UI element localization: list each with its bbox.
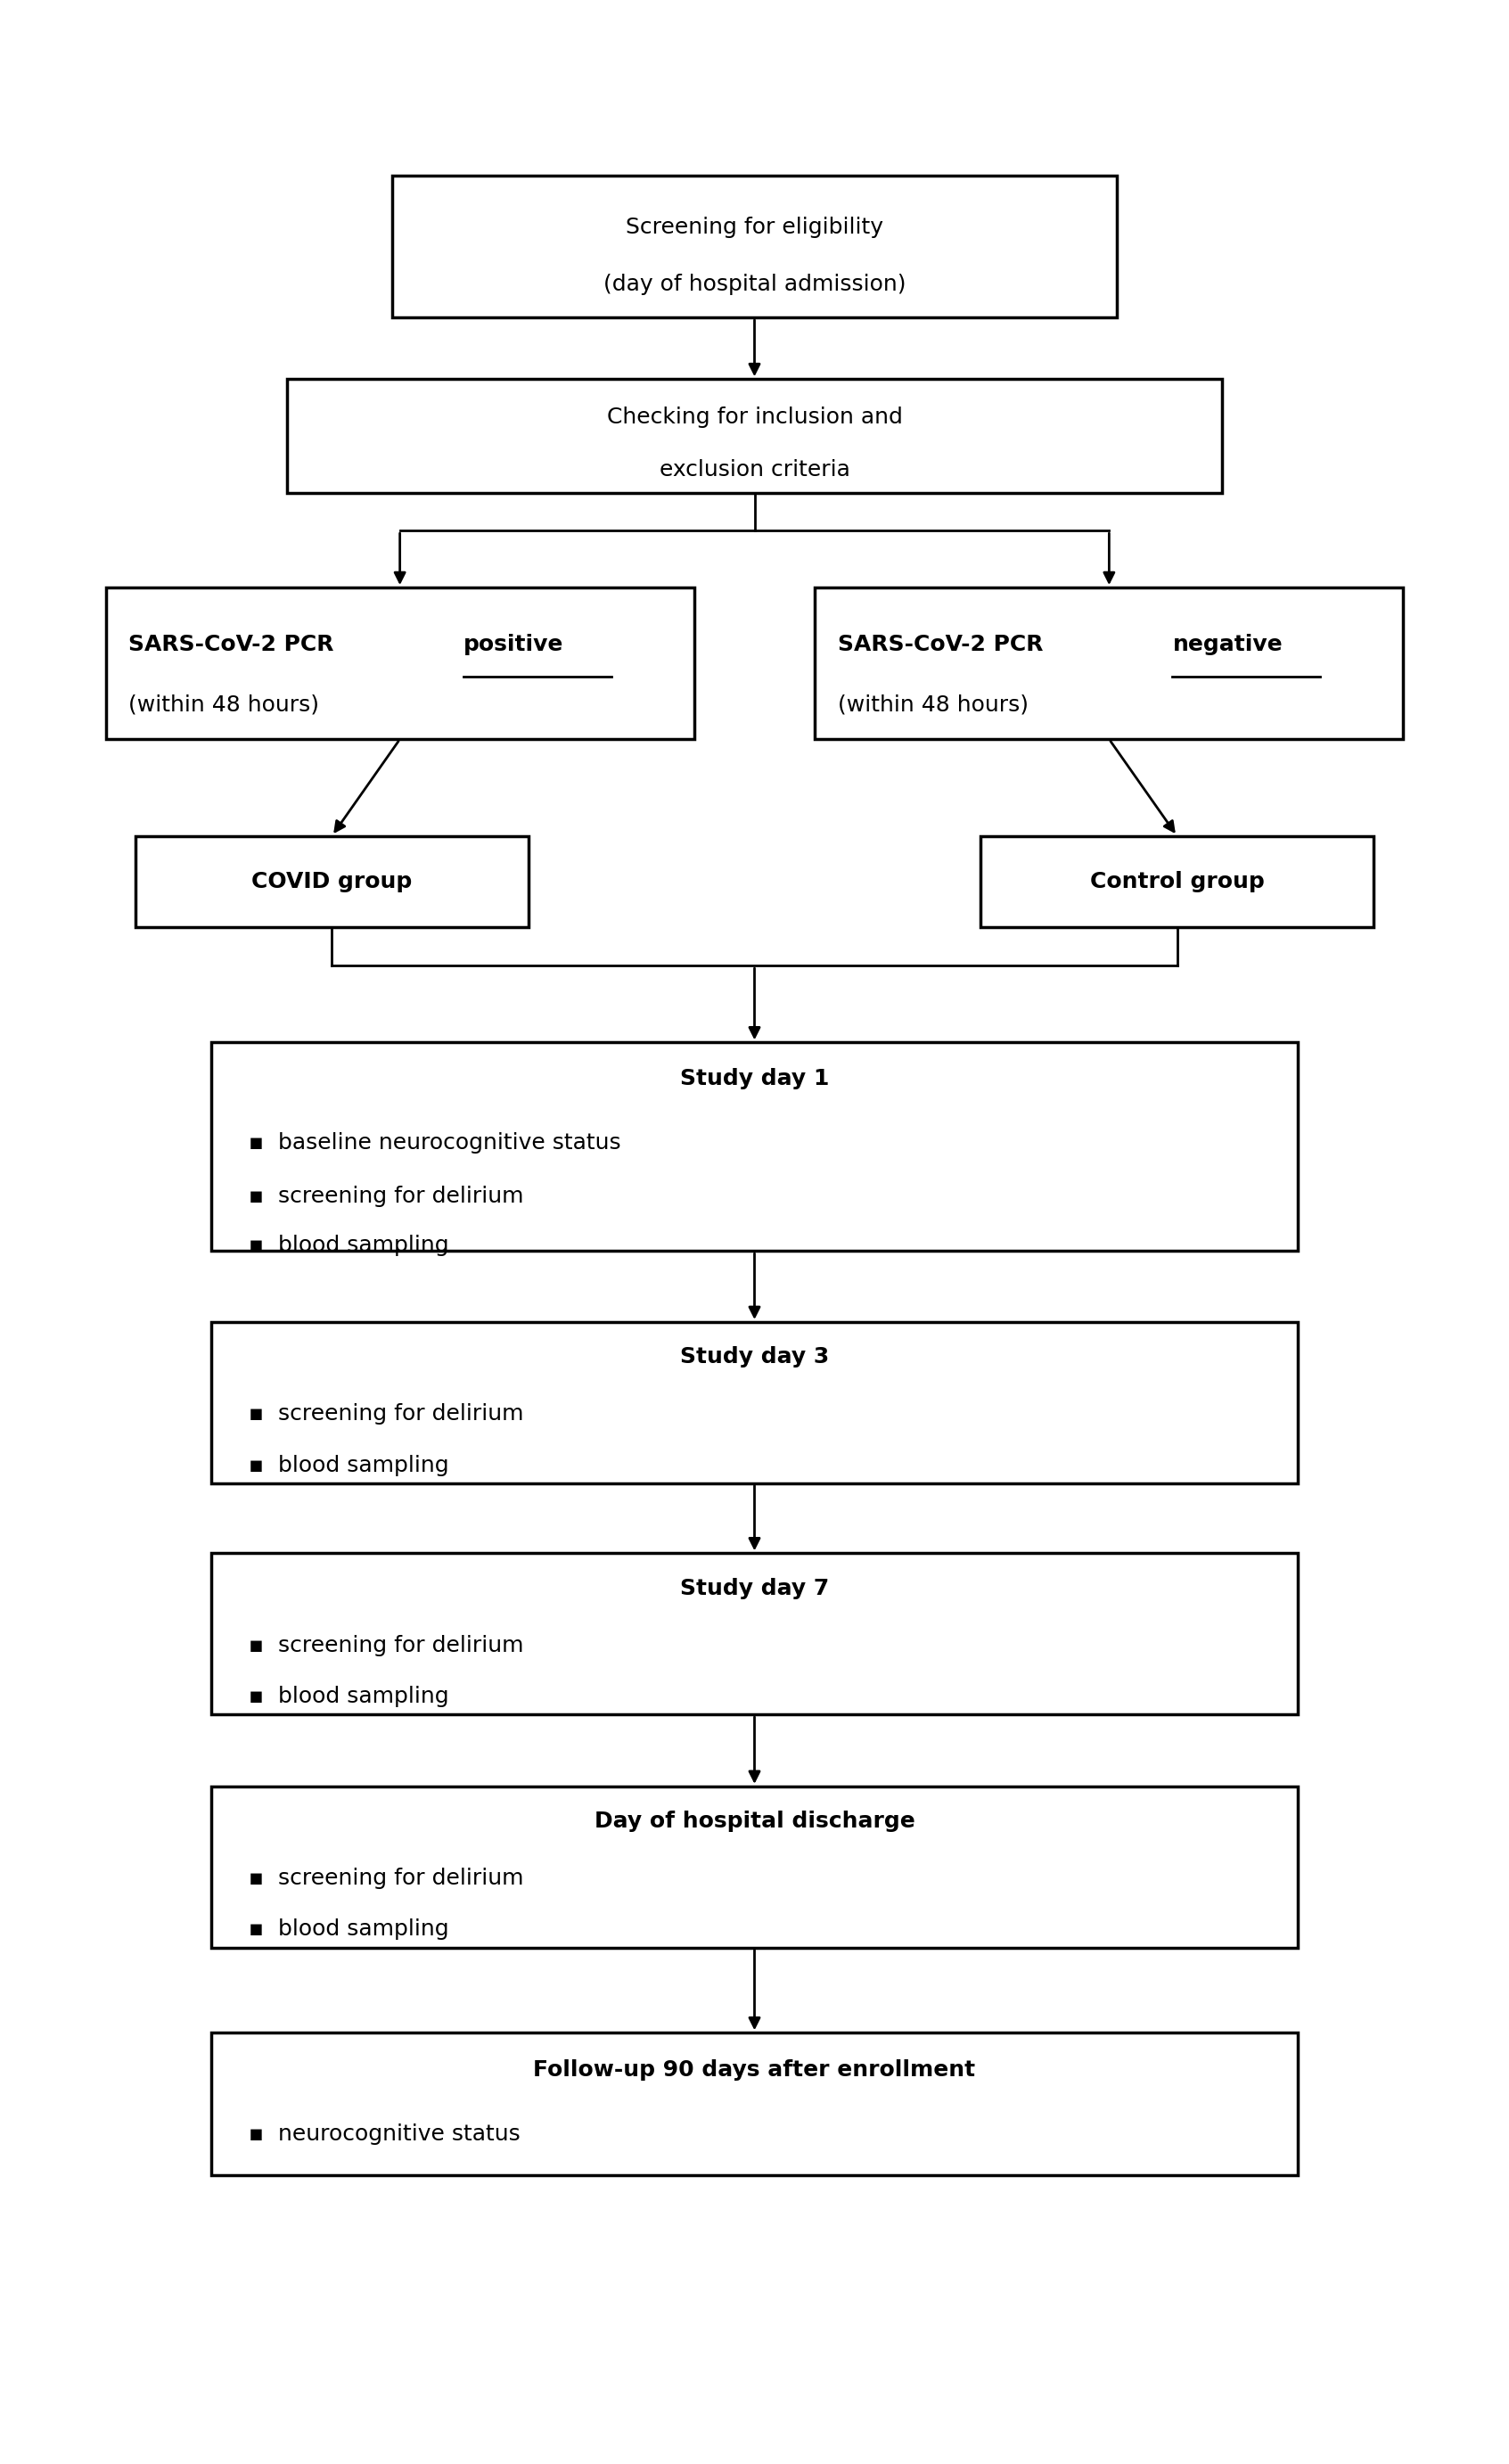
FancyBboxPatch shape: [815, 586, 1403, 739]
Text: ▪  blood sampling: ▪ blood sampling: [249, 1454, 450, 1476]
FancyBboxPatch shape: [211, 1786, 1298, 1947]
Text: exclusion criteria: exclusion criteria: [659, 458, 850, 480]
Text: ▪  blood sampling: ▪ blood sampling: [249, 1234, 450, 1257]
FancyBboxPatch shape: [211, 1552, 1298, 1715]
Text: ▪  neurocognitive status: ▪ neurocognitive status: [249, 2124, 521, 2144]
Text: ▪  screening for delirium: ▪ screening for delirium: [249, 1868, 524, 1890]
FancyBboxPatch shape: [211, 1042, 1298, 1252]
FancyBboxPatch shape: [287, 379, 1222, 493]
Text: Day of hospital discharge: Day of hospital discharge: [595, 1811, 914, 1833]
Text: (within 48 hours): (within 48 hours): [837, 695, 1028, 715]
FancyBboxPatch shape: [106, 586, 694, 739]
FancyBboxPatch shape: [136, 835, 528, 926]
FancyBboxPatch shape: [211, 2033, 1298, 2176]
FancyBboxPatch shape: [392, 175, 1117, 318]
Text: Follow-up 90 days after enrollment: Follow-up 90 days after enrollment: [533, 2060, 976, 2080]
Text: Checking for inclusion and: Checking for inclusion and: [607, 407, 902, 429]
Text: negative: negative: [1172, 633, 1283, 655]
Text: (within 48 hours): (within 48 hours): [128, 695, 318, 715]
Text: ▪  screening for delirium: ▪ screening for delirium: [249, 1185, 524, 1207]
Text: positive: positive: [463, 633, 563, 655]
Text: ▪  blood sampling: ▪ blood sampling: [249, 1685, 450, 1708]
Text: ▪  blood sampling: ▪ blood sampling: [249, 1919, 450, 1939]
Text: Screening for eligibility: Screening for eligibility: [626, 217, 883, 239]
Text: COVID group: COVID group: [252, 870, 412, 892]
Text: SARS-CoV-2 PCR: SARS-CoV-2 PCR: [128, 633, 341, 655]
Text: ▪  screening for delirium: ▪ screening for delirium: [249, 1634, 524, 1656]
Text: Study day 7: Study day 7: [681, 1577, 828, 1599]
Text: ▪  screening for delirium: ▪ screening for delirium: [249, 1404, 524, 1424]
FancyBboxPatch shape: [211, 1323, 1298, 1483]
Text: (day of hospital admission): (day of hospital admission): [604, 274, 905, 296]
Text: Control group: Control group: [1089, 870, 1265, 892]
Text: Study day 3: Study day 3: [681, 1345, 828, 1368]
Text: Study day 1: Study day 1: [681, 1067, 828, 1089]
Text: SARS-CoV-2 PCR: SARS-CoV-2 PCR: [837, 633, 1050, 655]
FancyBboxPatch shape: [981, 835, 1373, 926]
Text: ▪  baseline neurocognitive status: ▪ baseline neurocognitive status: [249, 1133, 622, 1153]
